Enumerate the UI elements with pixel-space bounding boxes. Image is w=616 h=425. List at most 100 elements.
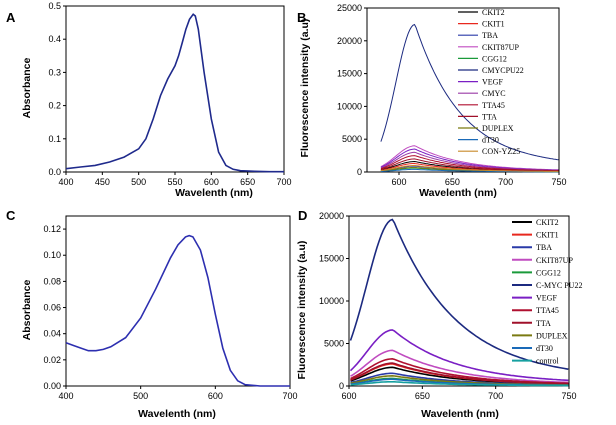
panel-c-ytick-label: 0.04: [43, 329, 61, 339]
panel-c-letter: C: [6, 208, 16, 223]
panel-d-legend-label: CKIT2: [536, 218, 559, 227]
panel-c-xlabel: Wavelenth (nm): [138, 408, 216, 420]
panel-c-ytick-label: 0.06: [43, 303, 61, 313]
panel-d-line-control: [350, 381, 569, 387]
panel-d-legend-label: TTA45: [536, 306, 559, 315]
panel-a-ytick-label: 0.0: [48, 167, 61, 177]
panel-d-xtick-label: 650: [415, 391, 430, 401]
panel-d-legend-label: DUPLEX: [536, 331, 568, 340]
panel-c-ytick-label: 0.02: [43, 355, 61, 365]
panel-d-xtick-label: 700: [488, 391, 503, 401]
panel-c-xtick-label: 500: [133, 391, 148, 401]
panel-b-legend-label: dT30: [482, 136, 499, 145]
panel-a-xtick-label: 400: [58, 177, 73, 187]
panel-d-xtick-label: 600: [341, 391, 356, 401]
panel-b-legend-label: TTA45: [482, 101, 505, 110]
panel-a-xtick-label: 550: [167, 177, 182, 187]
panel-c-plot: 400 500 600 700 0.00 0.02 0.04 0.06 0.08 0.10 0.12: [43, 215, 298, 401]
panel-d-ytick-label: 5000: [324, 339, 344, 349]
panel-d-xlabel: Wavelenth (nm): [421, 408, 499, 420]
panel-d-line-VEGF: [349, 329, 569, 382]
panel-d-line-CKIT87UP: [350, 349, 569, 384]
panel-a-frame: [65, 5, 285, 173]
panel-a-xtick-label: 450: [95, 177, 110, 187]
panel-b-legend-label: CON-YZ25: [482, 147, 520, 156]
panel-a-ytick-label: 0.1: [48, 134, 61, 144]
panel-a-xtick-label: 650: [240, 177, 255, 187]
panel-d-ylabel: Fluorescence intensity (a.u): [296, 241, 308, 380]
panel-b-xtick-label: 650: [445, 177, 460, 187]
panel-a-xtick-label: 700: [276, 177, 291, 187]
panel-b-ytick-label: 15000: [337, 69, 362, 79]
panel-a: A Absorbance Wavelenth (nm) 400 450 500 550…: [6, 1, 292, 199]
panel-c-ytick-label: 0.10: [43, 250, 61, 260]
panel-b-line-TTA: [380, 158, 559, 172]
panel-b-xlabel: Wavelenth (nm): [419, 187, 497, 199]
panel-d-ytick-label: 0: [339, 381, 344, 391]
panel-c-frame: [65, 215, 291, 387]
panel-b-xtick-label: 750: [551, 177, 566, 187]
panel-b-letter: B: [297, 10, 306, 25]
panel-d-legend-label: C-MYC PU22: [536, 281, 582, 290]
panel-b-ytick-label: 20000: [337, 36, 362, 46]
panel-d-xtick-label: 750: [561, 391, 576, 401]
panel-b-legend-label: CMYC: [482, 89, 506, 98]
panel-b-ytick-label: 5000: [342, 134, 362, 144]
panel-a-ylabel: Absorbance: [21, 58, 33, 119]
panel-d-legend-label: dT30: [536, 344, 553, 353]
panel-b-legend-label: DUPLEX: [482, 124, 514, 133]
panel-c-xtick-label: 400: [58, 391, 73, 401]
panel-b-frame: [366, 7, 560, 173]
panel-b-legend-label: CGG12: [482, 54, 507, 63]
panel-b-legend-label: VEGF: [482, 78, 503, 87]
panel-c: C Absorbance Wavelenth (nm) 400 500 600 700…: [6, 208, 298, 420]
panel-b: B Fluorescence intensity (a.u) Wavelenth…: [297, 3, 567, 199]
panel-d-legend-label: TBA: [536, 243, 552, 252]
panel-a-ytick-label: 0.4: [48, 34, 61, 44]
panel-d: D Fluorescence intensity (a.u) Wavelenth…: [296, 208, 582, 420]
panel-d-ytick-label: 15000: [319, 254, 344, 264]
panel-d-ytick-label: 20000: [319, 211, 344, 221]
panel-b-ytick-label: 0: [357, 167, 362, 177]
panel-c-line-absorbance: [65, 234, 290, 387]
panel-d-letter: D: [298, 208, 307, 223]
panel-b-legend-label: TTA: [482, 112, 497, 121]
panel-a-xlabel: Wavelenth (nm): [175, 187, 253, 199]
panel-c-ytick-label: 0.00: [43, 381, 61, 391]
panel-a-ytick-label: 0.3: [48, 67, 61, 77]
panel-b-plot: 600 650 700 750 0 5000 10000 15000 20000 25000 CKI…: [337, 3, 567, 187]
panel-d-legend-label: CKIT1: [536, 231, 559, 240]
panel-b-legend-label: CMYCPU22: [482, 66, 524, 75]
panel-d-legend-label: TTA: [536, 319, 551, 328]
panel-c-ytick-label: 0.12: [43, 224, 61, 234]
panel-d-legend-label: CGG12: [536, 268, 561, 277]
panel-b-line-CMYCPU22: [380, 23, 559, 161]
panel-b-xtick-label: 600: [391, 177, 406, 187]
panel-d-legend-label: VEGF: [536, 294, 557, 303]
panel-a-xtick-label: 600: [204, 177, 219, 187]
panel-b-ylabel: Fluorescence intensity (a.u): [299, 19, 311, 158]
panel-d-legend-label: CKIT87UP: [536, 256, 573, 265]
panel-b-ytick-label: 10000: [337, 101, 362, 111]
panel-b-legend-label: CKIT87UP: [482, 43, 519, 52]
panel-d-legend-label: control: [536, 357, 559, 366]
panel-d-ytick-label: 10000: [319, 296, 344, 306]
panel-c-xtick-label: 700: [282, 391, 297, 401]
panel-d-plot: 600 650 700 750 0 5000 10000 15000 20000 CKIT2 CKI…: [319, 211, 582, 401]
panel-c-xtick-label: 600: [208, 391, 223, 401]
panel-b-ytick-label: 25000: [337, 3, 362, 13]
panel-a-ytick-label: 0.5: [48, 1, 61, 11]
panel-a-xtick-label: 500: [131, 177, 146, 187]
panel-b-legend-label: CKIT2: [482, 8, 505, 17]
panel-d-line-TTA: [350, 362, 569, 385]
panel-a-plot: 400 450 500 550 600 650 700 0.0 0.1 0.2 0.3 0.4 0.5: [48, 1, 291, 187]
panel-c-ytick-label: 0.08: [43, 276, 61, 286]
panel-c-ylabel: Absorbance: [21, 280, 33, 341]
panel-a-ytick-label: 0.2: [48, 101, 61, 111]
panel-b-xtick-label: 700: [498, 177, 513, 187]
panel-b-line-CON-YZ25: [380, 164, 559, 172]
panel-b-legend-label: TBA: [482, 31, 498, 40]
panel-b-legend-label: CKIT1: [482, 20, 505, 29]
panel-a-line-absorbance: [65, 13, 284, 173]
